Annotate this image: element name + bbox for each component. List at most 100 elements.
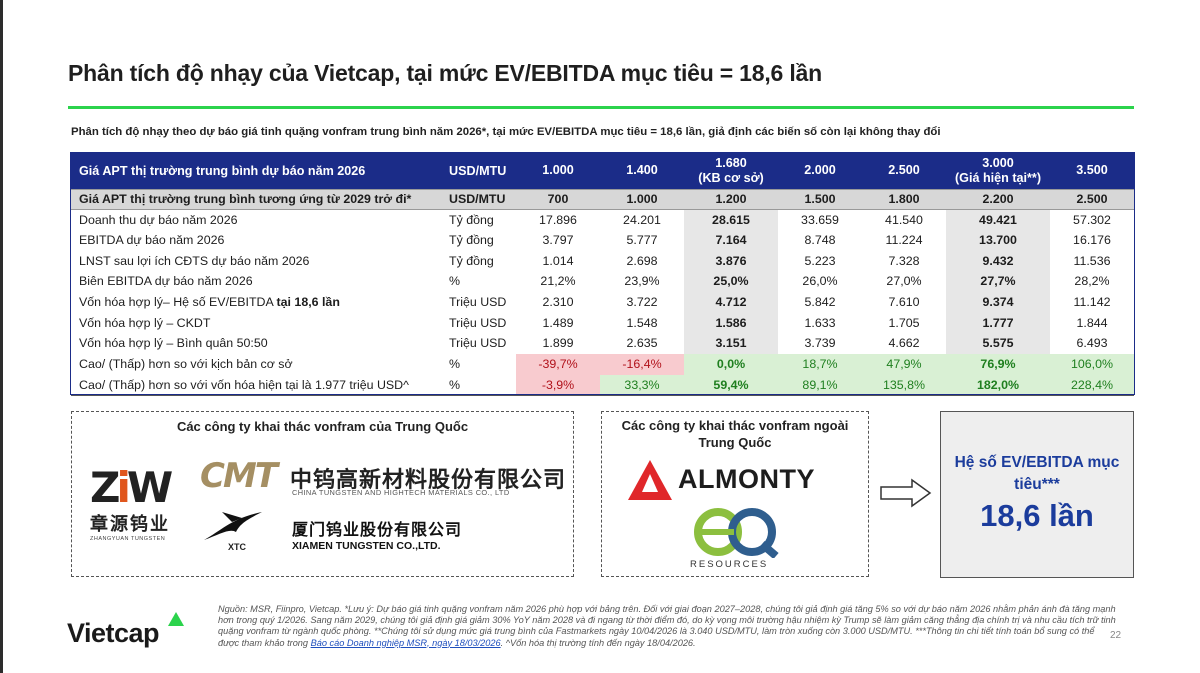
row-unit: Tỷ đồng <box>449 253 494 268</box>
table-cell: 2.500 <box>1050 188 1134 210</box>
table-cell: 21,2% <box>540 274 576 289</box>
table-cell: 2.200 <box>946 188 1050 210</box>
table-cell: 13.700 <box>946 229 1050 251</box>
table-cell: -16,4% <box>600 353 684 375</box>
eq-icon <box>694 508 779 558</box>
table-cell: 57.302 <box>1073 212 1111 227</box>
row-label: Cao/ (Thấp) hơn so với kịch bản cơ sở <box>79 357 293 372</box>
table-cell: 11.536 <box>1073 253 1111 268</box>
target-multiple-label: Hệ số EV/EBITDA mục tiêu*** <box>954 454 1120 493</box>
header-col: 1.400 <box>600 153 684 189</box>
row-unit: Triệu USD <box>449 295 507 310</box>
header-col: 2.500 <box>862 153 946 189</box>
table-cell: 1.800 <box>862 188 946 210</box>
row-label: Vốn hóa hợp lý – CKDT <box>79 315 211 330</box>
table-row: Doanh thu dự báo năm 2026 Tỷ đồng 17.896 24… <box>71 209 1134 230</box>
header-label: Giá APT thị trường trung bình dự báo năm… <box>71 153 446 189</box>
table-cell: 7.164 <box>684 229 778 251</box>
table-cell: 17.896 <box>539 212 577 227</box>
zhangyuan-mark: ZiW <box>90 463 173 512</box>
table-cell: 27,0% <box>886 274 922 289</box>
xtc-swallow-icon <box>204 512 262 540</box>
table-cell: 1.777 <box>946 312 1050 334</box>
header-col-base-case: 1.680 (KB cơ sở) <box>684 153 778 189</box>
table-cell: 3.722 <box>626 295 658 310</box>
row-unit: % <box>449 357 461 372</box>
table-cell: 1.633 <box>804 315 836 330</box>
table-cell: 1.548 <box>626 315 658 330</box>
table-subheader-row: Giá APT thị trường trung bình tương ứng … <box>71 188 1134 210</box>
table-cell: 7.610 <box>888 295 920 310</box>
xtc-en-name: XIAMEN TUNGSTEN CO.,LTD. <box>292 540 441 552</box>
table-cell: 6.493 <box>1076 336 1108 351</box>
non-chinese-companies-box: Các công ty khai thác vonfram ngoài Trun… <box>601 411 869 577</box>
table-cell: 700 <box>516 188 600 210</box>
header-col: 1.000 <box>516 153 600 189</box>
table-cell: 11.142 <box>1073 295 1111 310</box>
table-cell: 24.201 <box>623 212 661 227</box>
target-multiple-box: Hệ số EV/EBITDA mục tiêu*** 18,6 lần <box>940 411 1134 578</box>
table-row: Vốn hóa hợp lý – CKDT Triệu USD 1.489 1.548… <box>71 312 1134 334</box>
cmt-cn-name: 中钨高新材料股份有限公司 <box>290 467 567 492</box>
row-label: Cao/ (Thấp) hơn so với vốn hóa hiện tại … <box>71 374 446 396</box>
table-cell: 1.500 <box>778 188 862 210</box>
right-arrow-icon <box>880 478 932 508</box>
row-unit: % <box>449 274 461 289</box>
table-cell: -3,9% <box>516 374 600 396</box>
table-cell: 28.615 <box>684 209 778 230</box>
table-cell: 3.739 <box>804 336 836 351</box>
table-cell: 1.200 <box>684 188 778 210</box>
table-cell: 49.421 <box>946 209 1050 230</box>
table-cell: -39,7% <box>516 353 600 375</box>
table-cell: 1.014 <box>542 253 574 268</box>
table-row: Vốn hóa hợp lý – Bình quân 50:50 Triệu US… <box>71 333 1134 354</box>
page-title: Phân tích độ nhạy của Vietcap, tại mức E… <box>68 60 822 86</box>
table-cell: 9.432 <box>946 250 1050 272</box>
table-cell: 18,7% <box>778 353 862 375</box>
almonty-triangle-icon <box>628 460 672 500</box>
header-col: 2.000 <box>778 153 862 189</box>
table-header-row: Giá APT thị trường trung bình dự báo năm… <box>71 153 1134 189</box>
table-cell: 9.374 <box>946 291 1050 313</box>
table-cell: 228,4% <box>1050 374 1134 396</box>
table-cell: 59,4% <box>684 374 778 396</box>
table-cell: 106,0% <box>1050 353 1134 375</box>
table-cell: 41.540 <box>885 212 923 227</box>
table-cell: 182,0% <box>946 374 1050 396</box>
table-cell: 1.705 <box>888 315 920 330</box>
table-cell: 89,1% <box>778 374 862 396</box>
table-cell: 25,0% <box>684 271 778 292</box>
chinese-companies-title: Các công ty khai thác vonfram của Trung … <box>176 419 469 434</box>
table-cell: 1.489 <box>542 315 574 330</box>
row-label: Doanh thu dự báo năm 2026 <box>79 212 238 227</box>
page-number: 22 <box>1110 630 1122 641</box>
table-cell: 16.176 <box>1073 233 1111 248</box>
source-footnote: Nguồn: MSR, Fiinpro, Vietcap. *Lưu ý: Dự… <box>218 604 1116 648</box>
table-cell: 1.899 <box>542 336 574 351</box>
table-row: Vốn hóa hợp lý– Hệ số EV/EBITDA tại 18,6… <box>71 291 1134 313</box>
header-col: 3.500 <box>1050 153 1134 189</box>
table-cell: 33.659 <box>801 212 839 227</box>
cmt-en-name: CHINA TUNGSTEN AND HIGHTECH MATERIALS CO… <box>292 488 510 497</box>
sensitivity-table: Giá APT thị trường trung bình dự báo năm… <box>71 153 1134 396</box>
table-cell: 11.224 <box>885 233 923 248</box>
table-cell: 33,3% <box>600 374 684 396</box>
table-cell: 1.844 <box>1076 315 1108 330</box>
table-cell: 3.151 <box>684 333 778 354</box>
almonty-name: ALMONTY <box>678 464 815 494</box>
vietcap-logo: Vietcap <box>67 618 160 648</box>
table-cell: 1.586 <box>684 312 778 334</box>
table-cell: 2.698 <box>626 253 658 268</box>
row-label: Vốn hóa hợp lý – Bình quân 50:50 <box>79 336 268 351</box>
table-row: EBITDA dự báo năm 2026 Tỷ đồng 3.797 5.777 7… <box>71 229 1134 251</box>
row-unit: % <box>446 374 516 396</box>
title-divider <box>68 106 1134 109</box>
slide-left-border <box>0 0 3 673</box>
table-row: Biên EBITDA dự báo năm 2026% 21,2% 23,9% 25… <box>71 271 1134 292</box>
table-cell: 4.662 <box>888 336 920 351</box>
table-cell: 47,9% <box>862 353 946 375</box>
table-cell: 23,9% <box>624 274 660 289</box>
msr-report-link[interactable]: Báo cáo Doanh nghiệp MSR, ngày 18/03/202… <box>310 637 501 648</box>
row-label: Biên EBITDA dự báo năm 2026 <box>79 274 253 289</box>
table-cell: 2.310 <box>542 295 574 310</box>
